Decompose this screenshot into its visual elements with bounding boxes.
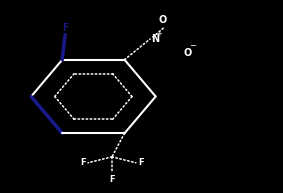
Text: O: O: [184, 47, 192, 58]
Text: −: −: [189, 42, 196, 51]
Text: +: +: [156, 31, 162, 37]
Text: F: F: [80, 158, 86, 167]
Text: N: N: [151, 34, 160, 44]
Text: F: F: [109, 175, 115, 184]
Text: F: F: [62, 23, 68, 33]
Text: O: O: [158, 14, 166, 25]
Text: F: F: [138, 158, 144, 167]
